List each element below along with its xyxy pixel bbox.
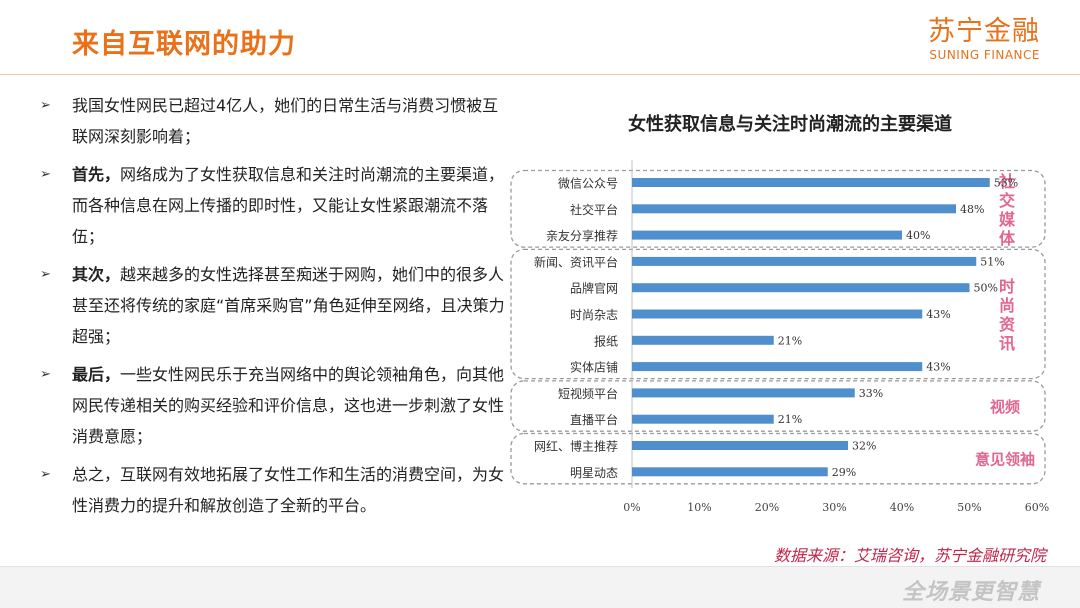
category-label: 明星动态 — [570, 466, 618, 480]
group-label-char: 讯 — [999, 334, 1015, 353]
company-logo: 苏宁金融 SUNING FINANCE — [928, 16, 1040, 62]
x-tick-label: 0% — [623, 501, 640, 514]
bar — [632, 335, 774, 345]
group-box — [510, 380, 1046, 432]
x-tick-label: 20% — [755, 501, 779, 514]
x-tick-label: 60% — [1025, 501, 1049, 514]
value-label: 43% — [926, 308, 950, 321]
value-label: 40% — [906, 229, 930, 242]
category-label: 新闻、资讯平台 — [534, 254, 618, 269]
bullet-item: ➢ 其次，越来越多的女性选择甚至痴迷于网购，她们中的很多人甚至还将传统的家庭“首… — [40, 259, 508, 352]
category-label: 时尚杂志 — [570, 308, 618, 322]
x-tick-label: 50% — [957, 501, 981, 514]
group-label-char: 社 — [998, 172, 1015, 191]
bullet-text: 一些女性网民乐于充当网络中的舆论领袖角色，向其他网民传递相关的购买经验和评价信息… — [72, 365, 505, 446]
page-title: 来自互联网的助力 — [72, 29, 296, 60]
bar — [632, 388, 855, 398]
bullet-list: ➢ 我国女性网民已超过4亿人，她们的日常生活与消费习惯被互联网深刻影响着； ➢ … — [40, 90, 508, 528]
bar — [632, 256, 977, 266]
value-label: 50% — [974, 282, 998, 295]
bullet-text: 总之，互联网有效地拓展了女性工作和生活的消费空间，为女性消费力的提升和解放创造了… — [72, 465, 505, 515]
value-label: 51% — [980, 255, 1004, 268]
group-label-char: 资 — [999, 315, 1015, 334]
value-label: 53% — [994, 177, 1018, 190]
bar — [632, 178, 990, 187]
category-label: 报纸 — [594, 333, 618, 348]
chart-title: 女性获取信息与关注时尚潮流的主要渠道 — [628, 114, 952, 135]
arrow-bullet-icon: ➢ — [40, 367, 51, 382]
value-label: 29% — [832, 466, 856, 479]
arrow-bullet-icon: ➢ — [40, 467, 51, 482]
bullet-text: 越来越多的女性选择甚至痴迷于网购，她们中的很多人甚至还将传统的家庭“首席采购官”… — [72, 265, 505, 346]
group-box — [510, 432, 1046, 485]
value-label: 21% — [778, 334, 802, 347]
value-label: 21% — [778, 413, 802, 426]
bullet-lead: 首先， — [72, 165, 121, 184]
bar — [632, 283, 970, 293]
group-label: 意见领袖 — [975, 451, 1035, 469]
arrow-bullet-icon: ➢ — [40, 98, 51, 113]
group-box — [510, 248, 1046, 380]
arrow-bullet-icon: ➢ — [40, 267, 51, 282]
category-label: 亲友分享推荐 — [546, 228, 618, 243]
bar — [632, 362, 923, 372]
logo-english: SUNING FINANCE — [929, 48, 1040, 62]
footer-bar — [0, 566, 1080, 608]
bullet-item: ➢ 最后，一些女性网民乐于充当网络中的舆论领袖角色，向其他网民传递相关的购买经验… — [40, 359, 508, 452]
group-label-char: 时 — [999, 277, 1015, 296]
arrow-bullet-icon: ➢ — [40, 167, 51, 182]
bar — [632, 467, 828, 477]
value-label: 33% — [859, 387, 883, 400]
bullet-lead: 其次， — [72, 265, 121, 284]
header-divider — [0, 74, 1080, 75]
value-label: 43% — [926, 361, 950, 374]
group-box — [510, 169, 1046, 248]
group-label: 视频 — [990, 398, 1020, 416]
category-label: 网红、博主推荐 — [534, 439, 618, 454]
footer-slogan: 全场景更智慧 — [901, 580, 1040, 605]
bar — [632, 441, 848, 450]
group-label-char: 交 — [999, 191, 1015, 210]
data-source: 数据来源：艾瑞咨询，苏宁金融研究院 — [773, 546, 1046, 565]
bar — [632, 204, 956, 214]
category-label: 短视频平台 — [558, 386, 618, 401]
bullet-item: ➢ 首先，网络成为了女性获取信息和关注时尚潮流的主要渠道，而各种信息在网上传播的… — [40, 159, 508, 252]
x-tick-label: 40% — [890, 501, 914, 514]
bullet-text: 网络成为了女性获取信息和关注时尚潮流的主要渠道，而各种信息在网上传播的即时性，又… — [72, 165, 505, 246]
bullet-item: ➢ 总之，互联网有效地拓展了女性工作和生活的消费空间，为女性消费力的提升和解放创… — [40, 459, 508, 521]
group-label-char: 体 — [999, 229, 1016, 248]
category-label: 社交平台 — [570, 202, 618, 217]
category-label: 品牌官网 — [570, 281, 618, 296]
bar — [632, 414, 774, 424]
bar — [632, 309, 923, 319]
x-tick-label: 10% — [687, 501, 711, 514]
category-label: 微信公众号 — [558, 177, 618, 191]
category-label: 实体店铺 — [570, 360, 618, 375]
group-label-char: 媒 — [999, 210, 1016, 229]
value-label: 32% — [852, 440, 876, 453]
bullet-item: ➢ 我国女性网民已超过4亿人，她们的日常生活与消费习惯被互联网深刻影响着； — [40, 90, 508, 152]
bullet-text: 我国女性网民已超过4亿人，她们的日常生活与消费习惯被互联网深刻影响着； — [72, 96, 499, 146]
logo-chinese: 苏宁金融 — [928, 16, 1040, 47]
bar — [632, 230, 902, 240]
bullet-lead: 最后， — [72, 365, 121, 384]
value-label: 48% — [960, 203, 984, 216]
group-label-char: 尚 — [999, 296, 1015, 315]
category-label: 直播平台 — [570, 412, 618, 427]
x-tick-label: 30% — [822, 501, 846, 514]
